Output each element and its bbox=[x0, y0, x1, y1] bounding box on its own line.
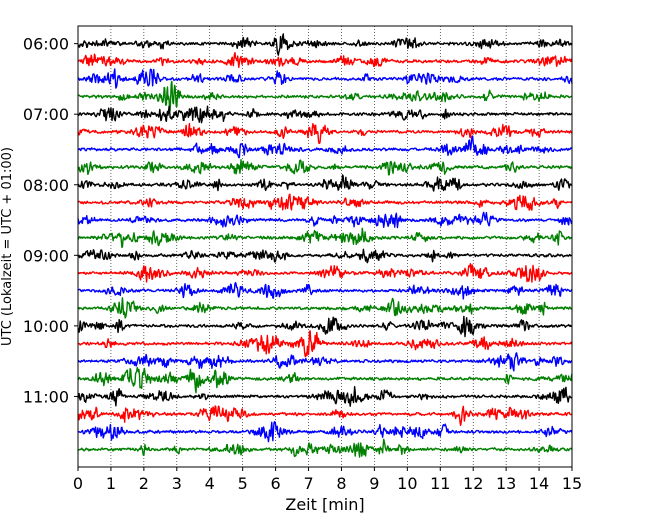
x-tick-label: 6 bbox=[271, 474, 281, 493]
y-tick-label: 06:00 bbox=[23, 35, 69, 54]
x-tick-label: 9 bbox=[369, 474, 379, 493]
x-axis-label: Zeit [min] bbox=[285, 495, 364, 514]
trace-line bbox=[77, 135, 573, 159]
trace-line bbox=[77, 330, 573, 358]
x-tick-label: 10 bbox=[397, 474, 417, 493]
trace-layer bbox=[77, 33, 573, 458]
trace-line bbox=[77, 33, 573, 56]
x-tick-label: 1 bbox=[106, 474, 116, 493]
trace-line bbox=[77, 174, 573, 192]
trace-line bbox=[77, 80, 573, 114]
trace-line bbox=[77, 122, 573, 145]
x-tick-label: 14 bbox=[529, 474, 549, 493]
trace-line bbox=[77, 227, 573, 249]
y-tick-label: 08:00 bbox=[23, 176, 69, 195]
trace-line bbox=[77, 193, 573, 211]
x-tick-label: 4 bbox=[205, 474, 215, 493]
y-axis-label: UTC (Lokalzeit = UTC + 01:00) bbox=[0, 147, 15, 346]
trace-line bbox=[77, 438, 573, 458]
trace-line bbox=[77, 211, 573, 229]
y-tick-label: 10:00 bbox=[23, 317, 69, 336]
trace-line bbox=[77, 352, 573, 372]
trace-line bbox=[77, 158, 573, 176]
x-tick-label: 5 bbox=[238, 474, 248, 493]
trace-line bbox=[77, 315, 573, 338]
trace-line bbox=[77, 68, 573, 89]
y-tick-label: 07:00 bbox=[23, 105, 69, 124]
y-tick-label: 11:00 bbox=[23, 387, 69, 406]
x-tick-label: 15 bbox=[562, 474, 582, 493]
trace-line bbox=[77, 52, 573, 69]
x-tick-label: 8 bbox=[336, 474, 346, 493]
trace-line bbox=[77, 281, 573, 300]
x-tick-label: 2 bbox=[139, 474, 149, 493]
x-tick-label: 3 bbox=[172, 474, 182, 493]
x-tick-label: 13 bbox=[496, 474, 516, 493]
x-tick-label: 7 bbox=[303, 474, 313, 493]
trace-line bbox=[77, 366, 573, 394]
trace-line bbox=[77, 248, 573, 264]
trace-line bbox=[77, 297, 573, 319]
trace-line bbox=[77, 405, 573, 427]
trace-line bbox=[77, 421, 573, 443]
trace-line bbox=[77, 386, 573, 407]
trace-line bbox=[77, 263, 573, 283]
x-tick-label: 11 bbox=[430, 474, 450, 493]
x-tick-label: 0 bbox=[73, 474, 83, 493]
plot-frame bbox=[77, 25, 573, 468]
y-tick-label: 09:00 bbox=[23, 246, 69, 265]
tick-layer: 0 1 2 3 4 5 6 7 8 9 10 11 12 13 14 1506:0007:0008:0009:… bbox=[23, 35, 582, 493]
trace-line bbox=[77, 105, 573, 124]
x-tick-label: 12 bbox=[463, 474, 483, 493]
